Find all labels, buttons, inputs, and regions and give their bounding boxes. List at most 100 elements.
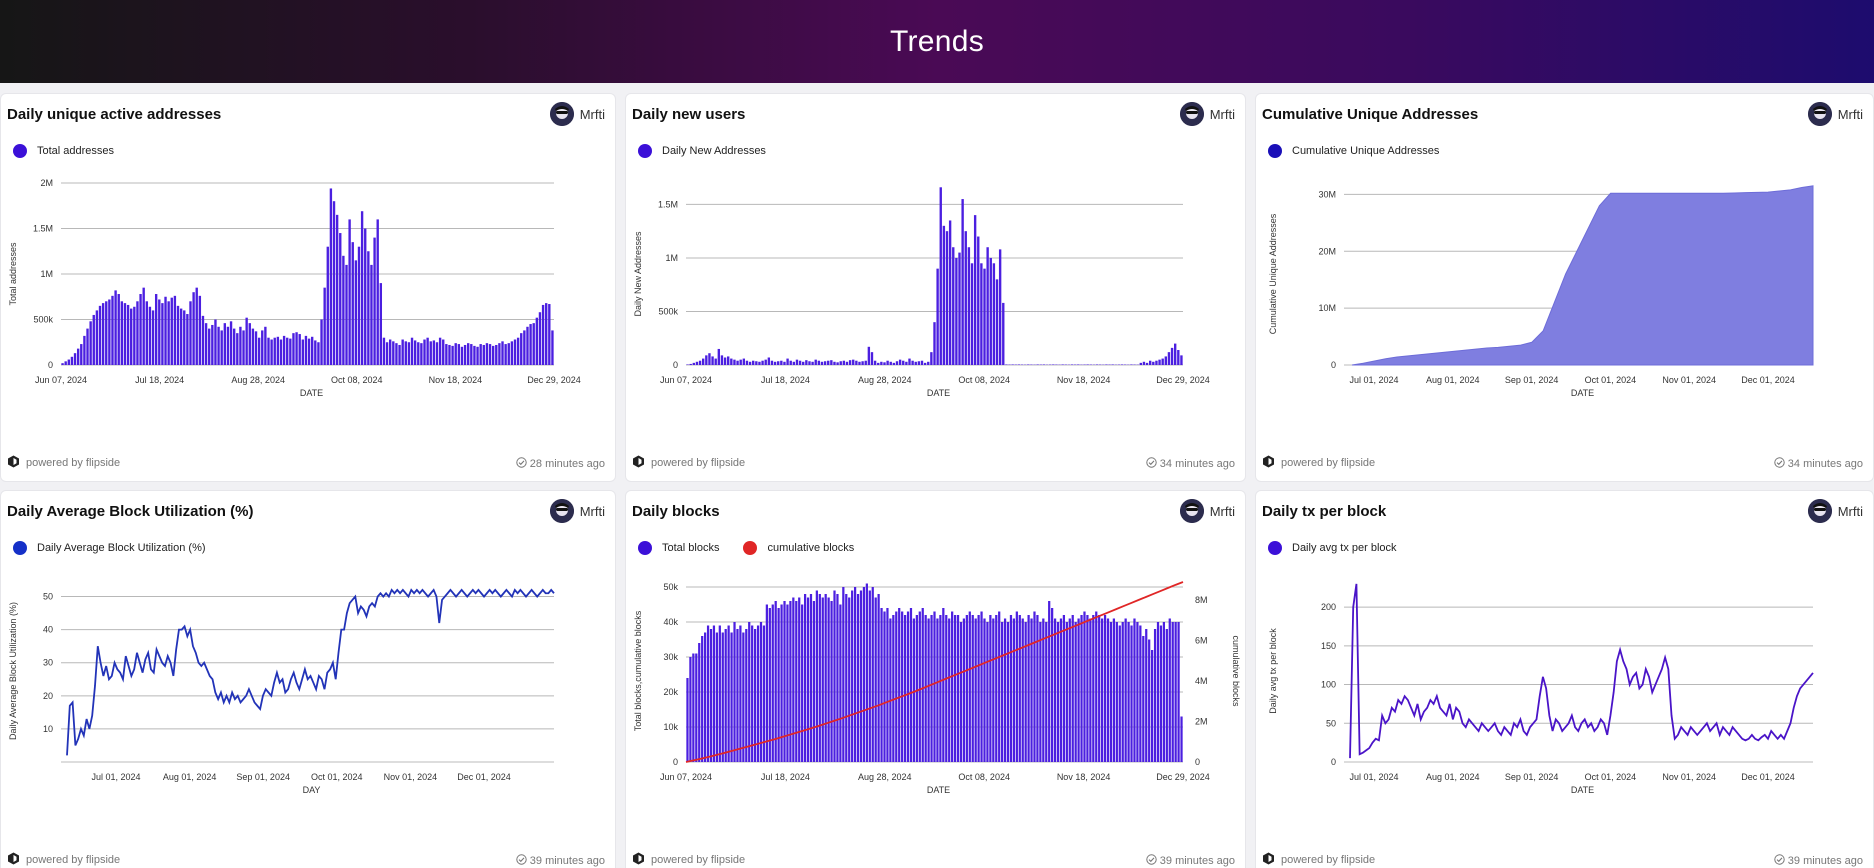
bar[interactable] — [410, 337, 414, 365]
bar[interactable] — [789, 601, 792, 762]
bar[interactable] — [1177, 350, 1180, 365]
bar[interactable] — [959, 622, 963, 762]
bar[interactable] — [1053, 618, 1057, 763]
bar[interactable] — [1015, 611, 1018, 763]
bar[interactable] — [798, 597, 801, 763]
bar[interactable] — [348, 219, 351, 365]
bar[interactable] — [1142, 361, 1146, 365]
bar[interactable] — [856, 594, 860, 762]
legend-item[interactable]: Daily New Addresses — [638, 144, 766, 158]
bar[interactable] — [689, 657, 692, 762]
bar[interactable] — [1155, 360, 1158, 365]
bar[interactable] — [723, 357, 727, 365]
bar[interactable] — [463, 344, 467, 365]
series-area[interactable] — [1351, 185, 1814, 366]
bar[interactable] — [895, 611, 898, 763]
bar[interactable] — [995, 279, 999, 365]
bar[interactable] — [164, 296, 167, 365]
bar[interactable] — [114, 290, 117, 365]
bar[interactable] — [951, 611, 954, 763]
bar[interactable] — [986, 622, 989, 762]
bar[interactable] — [871, 587, 874, 762]
bar[interactable] — [767, 357, 771, 365]
bar[interactable] — [520, 333, 523, 365]
bar[interactable] — [229, 321, 233, 365]
bar[interactable] — [820, 361, 824, 365]
bar[interactable] — [983, 268, 986, 365]
powered-by-link[interactable]: powered by flipside — [7, 455, 120, 471]
bar[interactable] — [101, 303, 105, 365]
bar[interactable] — [711, 356, 714, 365]
bar[interactable] — [733, 622, 736, 762]
bar[interactable] — [848, 360, 852, 365]
bar[interactable] — [301, 339, 305, 365]
bar[interactable] — [1156, 622, 1160, 762]
bar[interactable] — [1139, 625, 1142, 763]
bar[interactable] — [1024, 622, 1027, 762]
bar[interactable] — [1077, 364, 1080, 365]
bar[interactable] — [945, 615, 948, 762]
bar[interactable] — [442, 339, 445, 365]
bar[interactable] — [516, 337, 520, 365]
bar[interactable] — [709, 629, 713, 762]
bar[interactable] — [801, 604, 804, 763]
bar[interactable] — [467, 343, 470, 365]
author-link[interactable]: Mrfti — [1179, 102, 1235, 126]
bar[interactable] — [806, 597, 810, 763]
bar[interactable] — [908, 358, 911, 365]
bar[interactable] — [809, 594, 813, 762]
card-title[interactable]: Daily unique active addresses — [7, 106, 222, 123]
bar[interactable] — [488, 344, 492, 365]
bar[interactable] — [158, 299, 161, 365]
bar[interactable] — [248, 323, 251, 365]
bar[interactable] — [815, 590, 818, 763]
bar[interactable] — [974, 618, 977, 763]
bar[interactable] — [513, 339, 517, 365]
bar[interactable] — [989, 257, 992, 365]
bar[interactable] — [257, 337, 261, 365]
bar[interactable] — [183, 310, 186, 365]
bar[interactable] — [777, 608, 780, 762]
bar[interactable] — [705, 355, 708, 365]
bar[interactable] — [921, 608, 924, 762]
bar[interactable] — [1002, 302, 1005, 365]
bar[interactable] — [698, 643, 701, 762]
bar[interactable] — [479, 344, 482, 365]
bar[interactable] — [721, 632, 724, 763]
bar[interactable] — [133, 306, 136, 365]
bar[interactable] — [695, 361, 699, 365]
bar[interactable] — [883, 611, 886, 763]
bar[interactable] — [771, 604, 774, 763]
bar[interactable] — [1030, 618, 1033, 763]
bar[interactable] — [739, 625, 742, 763]
bar[interactable] — [1021, 618, 1024, 763]
bar[interactable] — [282, 335, 286, 365]
card-title[interactable]: Daily new users — [632, 106, 746, 123]
bar[interactable] — [867, 346, 871, 365]
bar[interactable] — [823, 361, 827, 365]
bar[interactable] — [730, 358, 733, 365]
powered-by-link[interactable]: powered by flipside — [632, 852, 745, 868]
bar[interactable] — [862, 587, 866, 762]
bar[interactable] — [357, 246, 361, 365]
bar[interactable] — [906, 611, 910, 763]
bar[interactable] — [495, 344, 498, 365]
bar[interactable] — [286, 337, 289, 365]
bar[interactable] — [304, 335, 308, 365]
bar[interactable] — [1018, 615, 1021, 762]
bar[interactable] — [911, 360, 914, 365]
bar[interactable] — [733, 359, 736, 365]
bar[interactable] — [736, 629, 739, 762]
bar[interactable] — [852, 359, 855, 365]
bar[interactable] — [802, 361, 805, 365]
bar[interactable] — [1103, 615, 1107, 762]
bar[interactable] — [939, 187, 942, 365]
bar[interactable] — [698, 360, 702, 365]
bar[interactable] — [507, 343, 510, 365]
bar[interactable] — [432, 340, 436, 365]
bar[interactable] — [692, 653, 695, 763]
bar[interactable] — [254, 331, 258, 365]
bar[interactable] — [939, 615, 942, 762]
bar[interactable] — [476, 346, 479, 365]
bar[interactable] — [438, 337, 442, 365]
